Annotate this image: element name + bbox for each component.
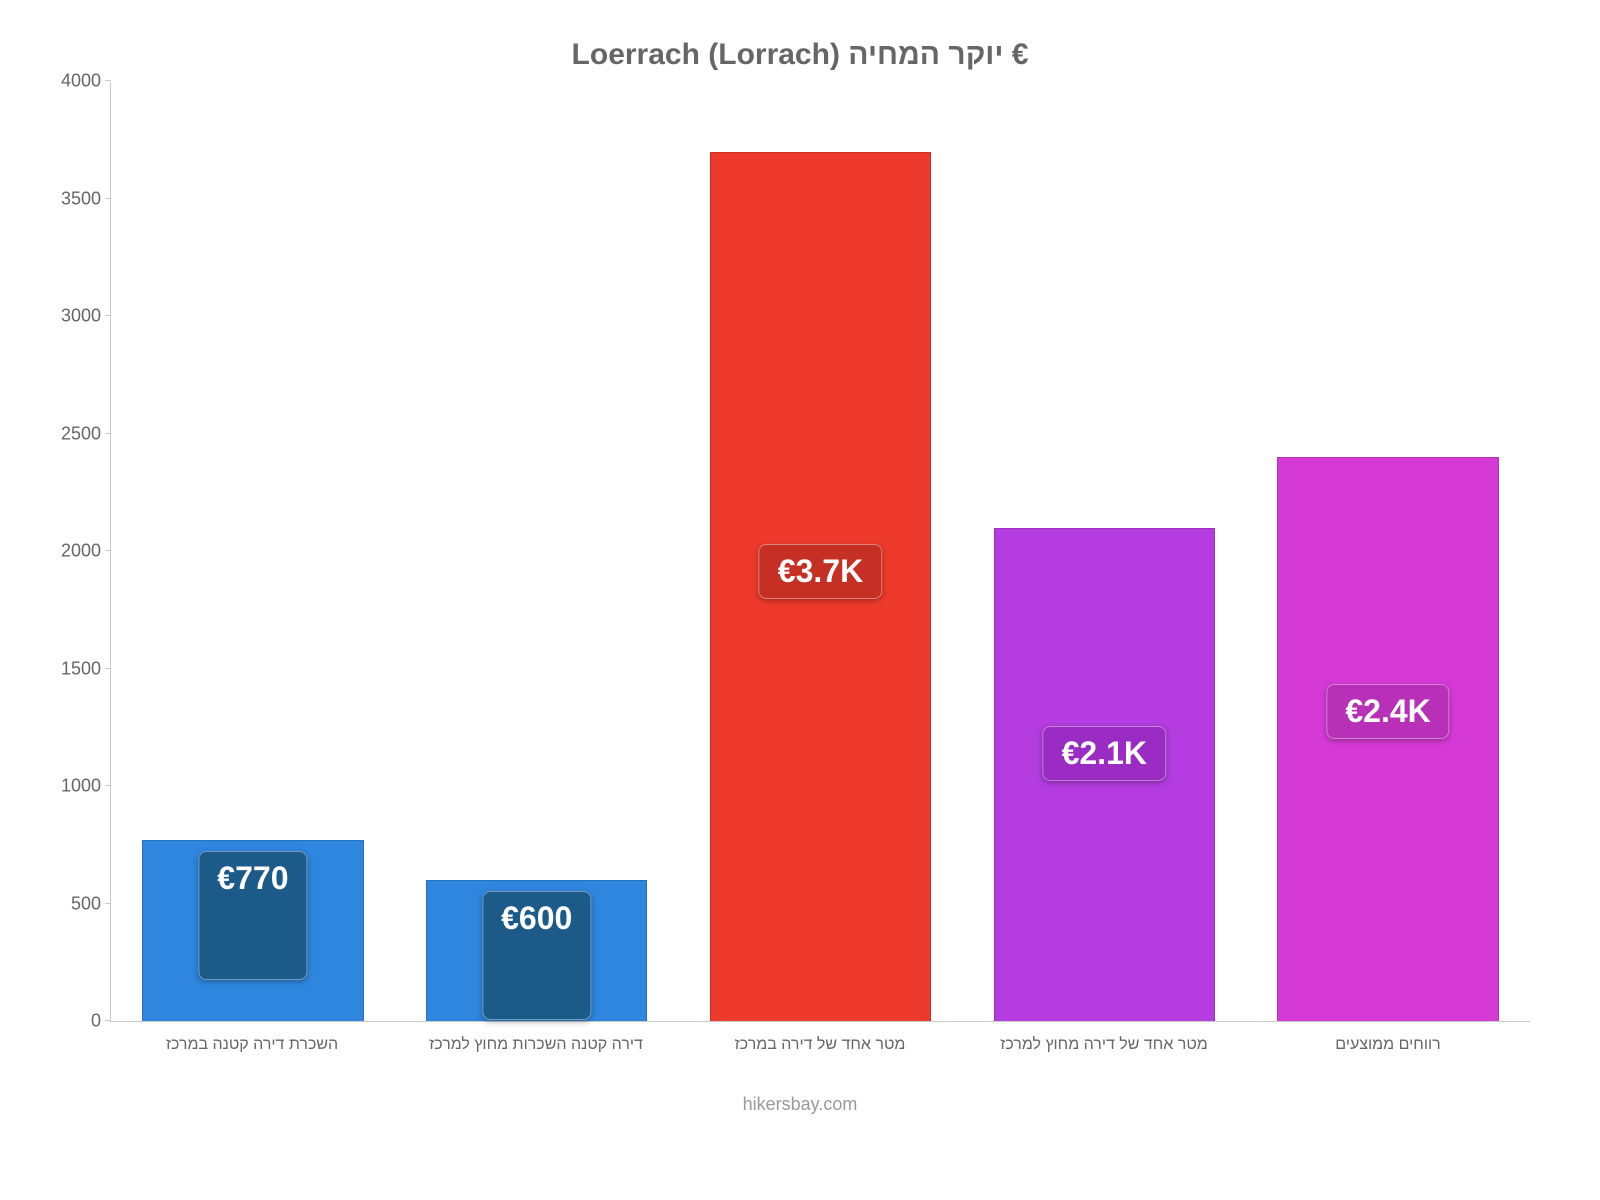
y-tick-label: 2000 xyxy=(41,541,101,562)
chart-title: Loerrach (Lorrach) יוקר המחיה € xyxy=(40,38,1560,72)
value-badge: €2.1K xyxy=(1043,726,1166,781)
value-badge: €2.4K xyxy=(1326,684,1449,739)
bar: €3.7K xyxy=(710,152,931,1022)
y-tick-mark xyxy=(105,315,111,316)
bar-slot: €770 xyxy=(111,840,395,1021)
x-tick-label: השכרת דירה קטנה במרכז xyxy=(110,1022,394,1054)
y-tick-mark xyxy=(105,433,111,434)
y-tick-label: 4000 xyxy=(41,71,101,92)
bar-slot: €2.4K xyxy=(1246,457,1530,1021)
x-axis-labels: השכרת דירה קטנה במרכזדירה קטנה השכרות מח… xyxy=(110,1022,1530,1054)
bar: €600 xyxy=(426,880,647,1021)
y-tick-label: 3000 xyxy=(41,306,101,327)
y-tick-mark xyxy=(105,903,111,904)
value-badge: €3.7K xyxy=(759,544,882,599)
value-badge: €770 xyxy=(198,851,307,980)
value-badge: €600 xyxy=(482,891,591,1020)
y-tick-mark xyxy=(105,198,111,199)
y-tick-mark xyxy=(105,1020,111,1021)
y-tick-mark xyxy=(105,668,111,669)
plot-area: €770€600€3.7K€2.1K€2.4K 0500100015002000… xyxy=(110,82,1530,1022)
y-tick-mark xyxy=(105,80,111,81)
y-tick-label: 500 xyxy=(41,893,101,914)
bar: €2.1K xyxy=(994,528,1215,1022)
x-tick-label: רווחים ממוצעים xyxy=(1246,1022,1530,1054)
bar: €2.4K xyxy=(1277,457,1498,1021)
y-tick-mark xyxy=(105,550,111,551)
bar-slot: €2.1K xyxy=(962,528,1246,1022)
y-tick-label: 2500 xyxy=(41,423,101,444)
x-tick-label: דירה קטנה השכרות מחוץ למרכז xyxy=(394,1022,678,1054)
bar-slot: €3.7K xyxy=(679,152,963,1022)
y-tick-label: 3500 xyxy=(41,188,101,209)
x-tick-label: מטר אחד של דירה מחוץ למרכז xyxy=(962,1022,1246,1054)
chart-container: Loerrach (Lorrach) יוקר המחיה € €770 €600… xyxy=(0,0,1600,1200)
y-tick-mark xyxy=(105,785,111,786)
y-tick-label: 1500 xyxy=(41,658,101,679)
x-tick-label: מטר אחד של דירה במרכז xyxy=(678,1022,962,1054)
bars-group: €770 €600 €3.7K €2.1K €2.4K xyxy=(111,82,1530,1021)
y-tick-label: 0 xyxy=(41,1011,101,1032)
attribution-text: hikersbay.com xyxy=(40,1094,1560,1115)
y-tick-label: 1000 xyxy=(41,776,101,797)
bar-slot: €600 xyxy=(395,880,679,1021)
bar: €770 xyxy=(142,840,363,1021)
